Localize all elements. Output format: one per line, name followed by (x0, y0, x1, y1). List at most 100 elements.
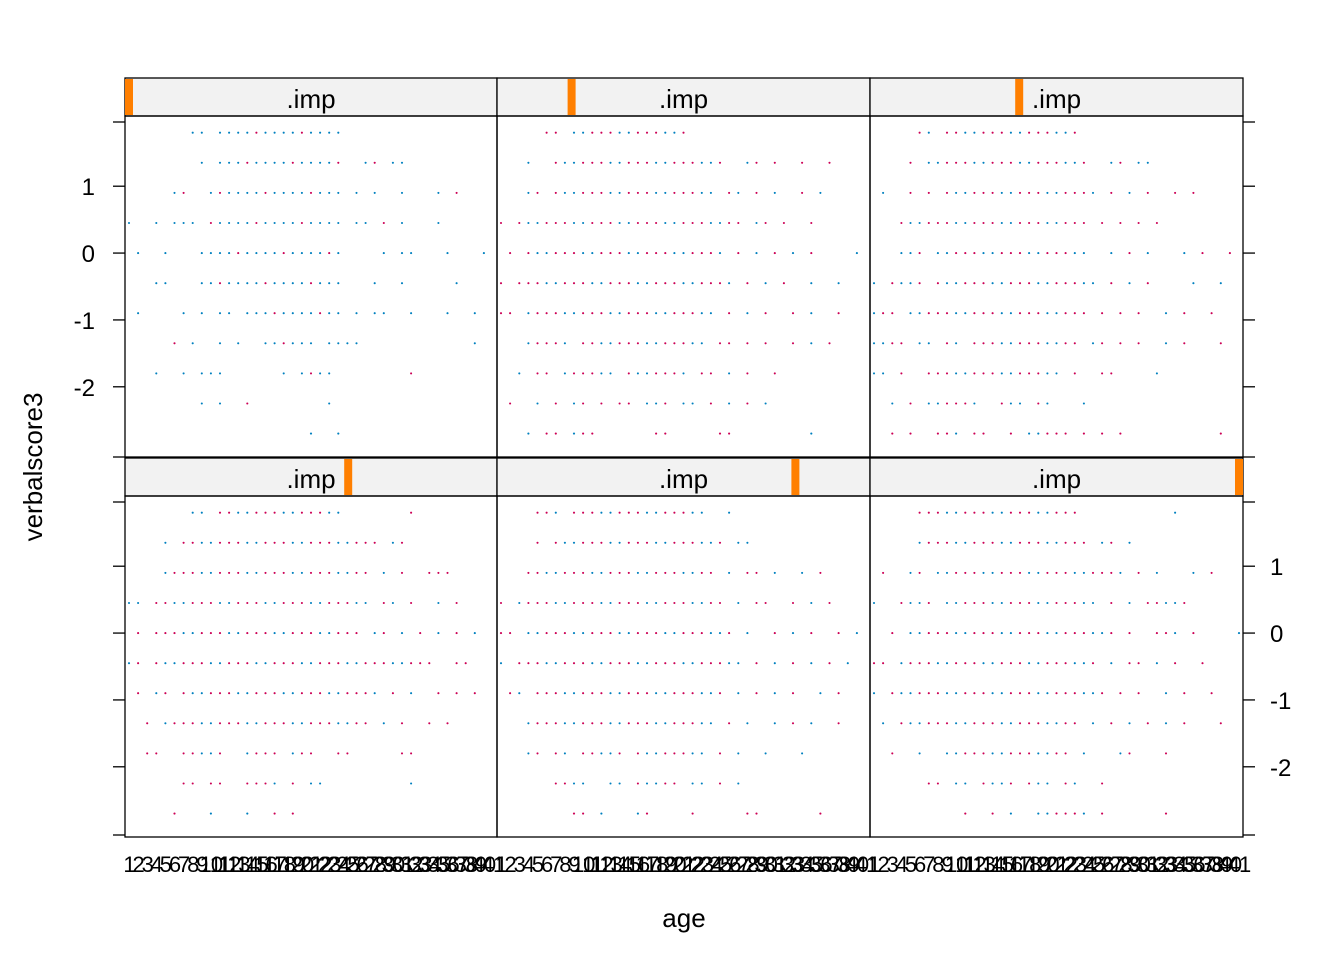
data-point (664, 402, 667, 405)
strip-level-indicator (567, 79, 576, 115)
data-point (709, 312, 712, 315)
data-point (909, 432, 912, 435)
data-point (1028, 372, 1031, 375)
data-point (572, 541, 576, 544)
data-point (718, 252, 722, 255)
data-point (991, 812, 994, 815)
data-point (801, 571, 804, 574)
data-point (319, 312, 322, 315)
x-tick-label: 41 (482, 852, 505, 877)
data-point (655, 282, 658, 285)
data-point (346, 752, 349, 755)
data-point (973, 511, 976, 514)
data-point (264, 692, 267, 695)
data-point (527, 752, 530, 755)
data-point (182, 752, 185, 755)
data-point (218, 632, 222, 635)
data-point (636, 282, 639, 285)
data-point (973, 252, 976, 255)
data-point (346, 632, 349, 635)
data-point (655, 541, 658, 544)
data-point (309, 282, 313, 285)
data-point (428, 722, 431, 725)
data-point (328, 282, 331, 285)
data-point (428, 571, 431, 574)
data-point (1018, 372, 1022, 375)
x-tick-label: 19 (282, 852, 305, 877)
data-point (228, 601, 231, 605)
data-point (554, 511, 557, 514)
data-point (627, 131, 630, 134)
data-point (264, 662, 267, 665)
data-point (746, 541, 749, 544)
data-point (1091, 282, 1095, 285)
data-point (837, 722, 840, 725)
data-point (655, 662, 658, 665)
data-point (1000, 282, 1003, 285)
data-point (291, 662, 294, 665)
data-point (1009, 722, 1012, 725)
data-point (1174, 511, 1177, 514)
data-point (618, 632, 621, 635)
data-point (955, 432, 958, 435)
data-point (1174, 662, 1177, 665)
data-point (1219, 342, 1222, 345)
data-point (218, 511, 222, 514)
data-point (618, 511, 621, 514)
data-point (819, 692, 822, 695)
data-point (1055, 252, 1058, 255)
data-point (437, 191, 440, 194)
data-point (164, 601, 167, 605)
data-point (328, 191, 331, 194)
data-point (645, 541, 649, 544)
data-point (337, 432, 340, 435)
data-point (600, 511, 603, 514)
data-point (237, 571, 240, 574)
data-point (636, 221, 639, 225)
data-point (927, 722, 930, 725)
data-point (682, 541, 685, 544)
data-point (709, 541, 712, 544)
data-point (600, 161, 603, 164)
data-point (209, 752, 212, 755)
data-point (554, 541, 557, 544)
data-point (1064, 191, 1067, 194)
data-point (791, 312, 795, 315)
data-point (973, 372, 976, 375)
data-point (355, 541, 358, 544)
data-point (618, 601, 621, 605)
data-point (691, 402, 694, 405)
data-point (982, 511, 985, 514)
x-tick-label: 15 (991, 852, 1014, 877)
data-point (1018, 541, 1022, 544)
strip-label: .imp (286, 84, 335, 114)
data-point (600, 571, 603, 574)
data-point (728, 632, 731, 635)
data-point (936, 282, 939, 285)
data-point (982, 722, 985, 725)
data-point (328, 252, 331, 255)
data-point (273, 511, 276, 514)
data-point (1137, 662, 1140, 665)
data-point (1018, 662, 1022, 665)
data-point (319, 511, 322, 514)
data-point (1037, 221, 1040, 225)
data-point (337, 342, 340, 345)
data-point (673, 342, 676, 345)
data-point (991, 601, 994, 605)
data-point (1082, 541, 1085, 544)
data-point (182, 601, 185, 605)
data-point (855, 632, 858, 635)
data-point (273, 571, 276, 574)
data-point (228, 632, 231, 635)
data-point (563, 342, 566, 345)
data-point (709, 221, 712, 225)
data-point (1028, 662, 1031, 665)
data-point (237, 252, 240, 255)
y-axis-label: verbalscore3 (18, 393, 48, 542)
data-point (918, 571, 921, 574)
data-point (1046, 432, 1049, 435)
data-point (246, 252, 249, 255)
data-point (682, 161, 685, 164)
data-point (1000, 541, 1003, 544)
